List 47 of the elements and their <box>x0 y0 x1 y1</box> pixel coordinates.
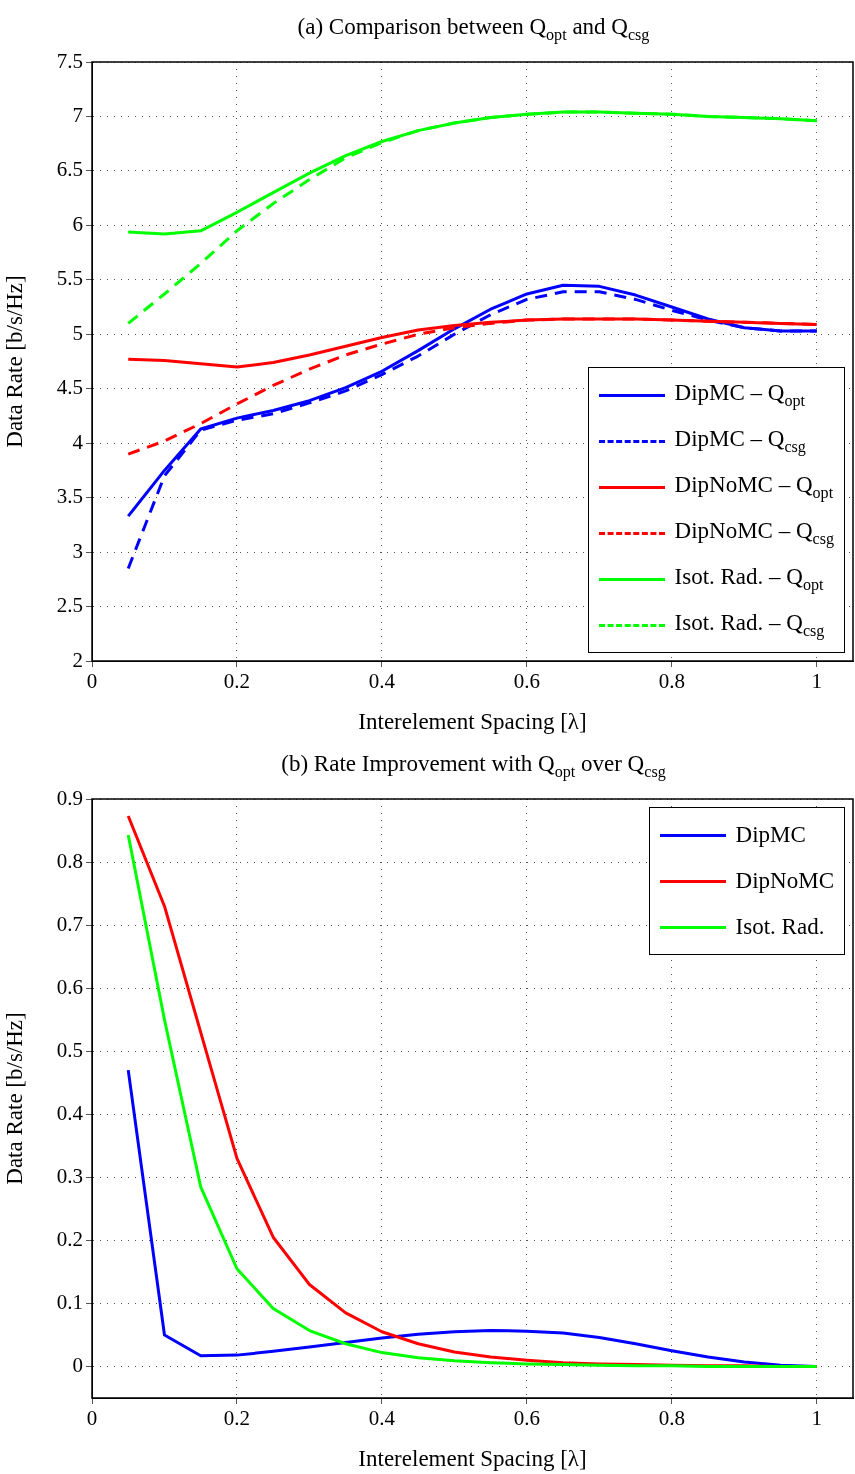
chart-title: (a) Comparison between Q$_{opt}$ and Q$_{csg}$ <box>296 14 651 44</box>
y-tick-label: 0.5 <box>56 1037 83 1062</box>
legend-label: DipNoMC – Q$_{opt}$ <box>674 472 834 502</box>
legend-label: Isot. Rad. – Q$_{csg}$ <box>674 610 825 640</box>
y-tick-label: 5 <box>72 320 83 345</box>
x-tick-label: 0.2 <box>223 669 251 694</box>
y-tick-label: 0.2 <box>56 1226 83 1251</box>
y-tick-label: 0.8 <box>56 848 83 873</box>
chart-title: (b) Rate Improvement with Q$_{opt}$ over Q$_{csg}$ <box>280 751 667 781</box>
x-tick-label: 0.8 <box>658 1406 685 1431</box>
y-tick-label: 7.5 <box>56 48 83 73</box>
y-axis-title: Data Rate [b/s/Hz] <box>1 1012 27 1185</box>
y-axis-title: Data Rate [b/s/Hz] <box>1 275 27 448</box>
x-tick-label: 0.4 <box>368 669 396 694</box>
x-axis-title: Interelement Spacing [λ] <box>358 1446 587 1472</box>
y-tick-label: 0.7 <box>56 911 83 936</box>
legend-label: Isot. Rad. <box>735 914 825 940</box>
legend-label: DipNoMC <box>735 868 834 894</box>
x-tick-label: 1 <box>811 669 823 694</box>
y-tick-label: 6.5 <box>56 157 83 182</box>
y-tick-label: 0 <box>72 1352 83 1377</box>
x-axis-title: Interelement Spacing [λ] <box>358 709 587 735</box>
x-tick-label: 0.6 <box>513 669 540 694</box>
x-tick-label: 0.8 <box>658 669 685 694</box>
y-tick-label: 2.5 <box>56 593 83 618</box>
legend-label: DipMC – Q$_{csg}$ <box>674 426 806 456</box>
y-tick-label: 3.5 <box>56 484 83 509</box>
x-tick-label: 0.6 <box>513 1406 540 1431</box>
y-tick-label: 5.5 <box>56 266 83 291</box>
y-tick-label: 4.5 <box>56 375 83 400</box>
legend-label: DipMC <box>735 822 806 848</box>
legend-label: Isot. Rad. – Q$_{opt}$ <box>674 564 824 594</box>
y-tick-label: 0.4 <box>56 1100 84 1125</box>
legend-label: DipMC – Q$_{opt}$ <box>674 380 806 410</box>
y-tick-label: 7 <box>72 102 83 127</box>
y-tick-label: 0.6 <box>56 974 83 999</box>
y-tick-label: 0.9 <box>56 785 83 810</box>
y-tick-label: 3 <box>72 538 83 563</box>
y-tick-label: 0.3 <box>56 1163 83 1188</box>
y-tick-label: 2 <box>72 647 83 672</box>
legend-label: DipNoMC – Q$_{csg}$ <box>674 518 834 548</box>
x-tick-label: 0.4 <box>368 1406 396 1431</box>
y-tick-label: 0.1 <box>56 1289 83 1314</box>
x-tick-label: 0.2 <box>223 1406 251 1431</box>
y-tick-label: 6 <box>72 211 83 236</box>
y-tick-label: 4 <box>72 429 84 454</box>
x-tick-label: 1 <box>811 1406 823 1431</box>
